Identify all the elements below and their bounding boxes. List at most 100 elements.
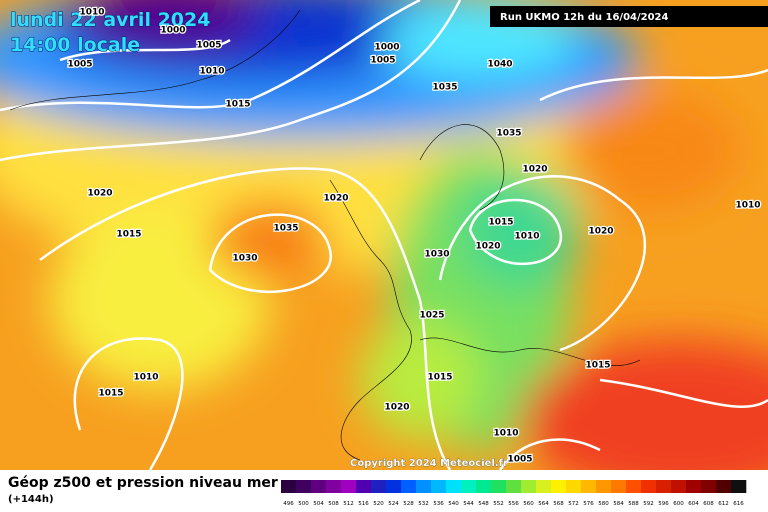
scale-label: 596 (658, 501, 669, 507)
scale-label: 500 (298, 501, 309, 507)
scale-swatch (551, 480, 567, 493)
isobar-label: 1015 (225, 100, 250, 110)
scale-label: 520 (373, 501, 384, 507)
isobar-label: 1015 (585, 361, 610, 371)
isobar-label: 1035 (432, 83, 457, 93)
run-box (490, 6, 768, 27)
isobar-label: 1005 (67, 60, 92, 70)
scale-swatch (716, 480, 732, 493)
scale-label: 564 (538, 501, 549, 507)
scale-swatch (671, 480, 687, 493)
isobar-label: 1040 (487, 60, 512, 70)
isobar-label: 1020 (522, 165, 547, 175)
scale-swatch (401, 480, 417, 493)
scale-swatch (626, 480, 642, 493)
scale-label: 568 (553, 501, 564, 507)
isobar-label: 1015 (98, 389, 123, 399)
run-label: Run UKMO 12h du 16/04/2024 (500, 12, 669, 23)
legend-title: Géop z500 et pression niveau mer (8, 475, 278, 491)
scale-swatch (356, 480, 372, 493)
isobar-label: 1020 (475, 242, 500, 252)
scale-label: 584 (613, 501, 624, 507)
scale-swatch (611, 480, 627, 493)
date-title: lundi 22 avril 2024 (10, 9, 210, 31)
scale-swatch (476, 480, 492, 493)
isobar-lines (0, 0, 768, 408)
scale-swatch (581, 480, 597, 493)
scale-swatch (446, 480, 462, 493)
isobar-label: 1010 (514, 232, 539, 242)
isobar-label: 1000 (160, 26, 185, 36)
scale-label: 592 (643, 501, 654, 507)
scale-swatch (656, 480, 672, 493)
isobar-label: 1025 (419, 311, 444, 321)
scale-swatch (311, 480, 327, 493)
scale-label: 548 (478, 501, 489, 507)
scale-label: 580 (598, 501, 609, 507)
isobar-label: 1020 (323, 194, 348, 204)
scale-swatch (341, 480, 357, 493)
scale-swatch (641, 480, 657, 493)
isobar-label: 1005 (507, 455, 532, 465)
scale-label: 576 (583, 501, 594, 507)
scale-swatch (686, 480, 702, 493)
scale-label: 616 (733, 501, 744, 507)
scale-label: 536 (433, 501, 444, 507)
isobar-label: 1020 (384, 403, 409, 413)
scale-label: 544 (463, 501, 474, 507)
isobar-label: 1010 (133, 373, 158, 383)
scale-label: 516 (358, 501, 369, 507)
scale-swatch (596, 480, 612, 493)
isobar-label: 1010 (735, 201, 760, 211)
time-title: 14:00 locale (10, 34, 140, 56)
isobar-label: 1005 (370, 56, 395, 66)
isobar-label: 1010 (199, 67, 224, 77)
scale-label: 588 (628, 501, 639, 507)
isobar-label: 1035 (273, 224, 298, 234)
scale-swatch (506, 480, 522, 493)
scale-swatch (731, 480, 747, 493)
scale-label: 540 (448, 501, 459, 507)
copyright: Copyright 2024 Meteociel.fr (350, 458, 508, 469)
scale-swatch (296, 480, 312, 493)
scale-swatch (416, 480, 432, 493)
isobar-label: 1005 (196, 41, 221, 51)
scale-swatch (491, 480, 507, 493)
height-field (0, 0, 768, 500)
scale-swatch (461, 480, 477, 493)
isobar-label: 1000 (374, 43, 399, 53)
isobar-label: 1030 (232, 254, 257, 264)
scale-label: 528 (403, 501, 414, 507)
scale-swatch (386, 480, 402, 493)
scale-swatch (281, 480, 297, 493)
scale-swatch (521, 480, 537, 493)
scale-label: 512 (343, 501, 354, 507)
isobar-label: 1015 (116, 230, 141, 240)
scale-swatch (701, 480, 717, 493)
scale-swatch (371, 480, 387, 493)
scale-label: 560 (523, 501, 534, 507)
isobar-label: 1010 (493, 429, 518, 439)
isobar-label: 1015 (488, 218, 513, 228)
isobar-label: 1010 (79, 8, 104, 18)
scale-swatch (431, 480, 447, 493)
isobar-label: 1030 (424, 250, 449, 260)
color-scale: 496 500 504 508 512 516 520 524 528 532 536 540 544 5… (281, 480, 747, 507)
scale-label: 612 (718, 501, 729, 507)
scale-swatch (326, 480, 342, 493)
scale-label: 556 (508, 501, 519, 507)
isobar-label: 1020 (588, 227, 613, 237)
scale-label: 532 (418, 501, 429, 507)
isobar-label: 1020 (87, 189, 112, 199)
legend-subtitle: (+144h) (8, 494, 54, 505)
scale-swatch (536, 480, 552, 493)
scale-label: 524 (388, 501, 399, 507)
scale-swatch (566, 480, 582, 493)
coastlines (9, 9, 641, 461)
scale-label: 608 (703, 501, 714, 507)
scale-label: 504 (313, 501, 324, 507)
scale-label: 508 (328, 501, 339, 507)
isobar-label: 1015 (427, 373, 452, 383)
scale-label: 604 (688, 501, 699, 507)
